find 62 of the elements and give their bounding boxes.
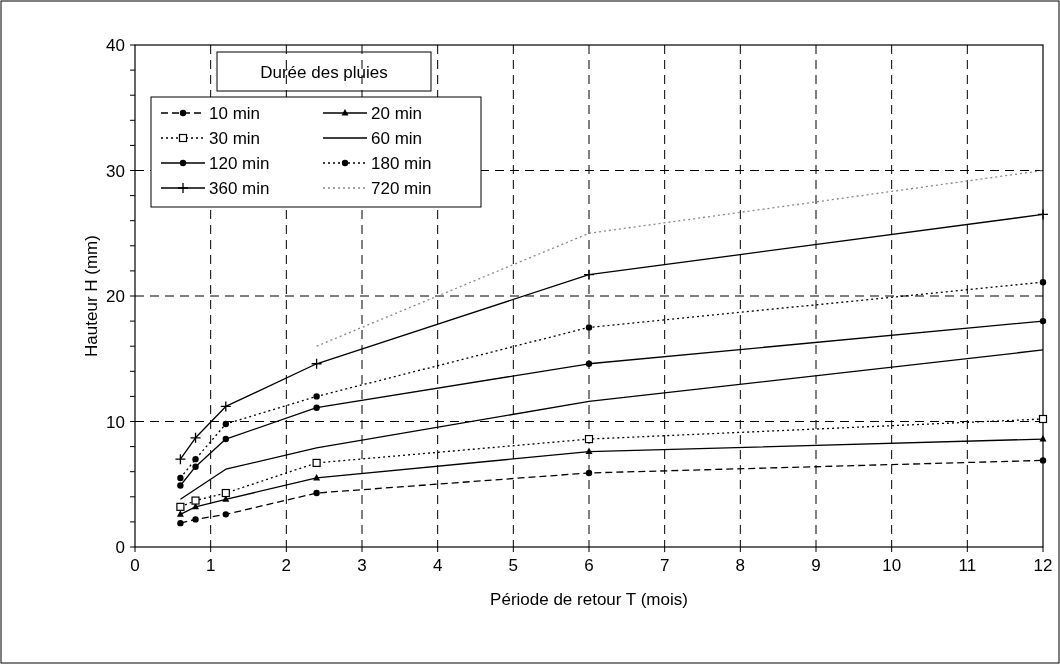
point [222, 511, 229, 518]
point [192, 455, 199, 463]
legend-label: 720 min [371, 179, 432, 198]
legend-title: Durée des pluies [260, 63, 388, 82]
point [312, 458, 321, 468]
legend-label: 10 min [209, 104, 261, 123]
legend-label: 60 min [371, 129, 423, 148]
x-tick-label: 4 [432, 556, 443, 575]
point [585, 324, 593, 331]
x-tick-label: 2 [281, 556, 292, 575]
y-tick-label: 40 [106, 36, 125, 55]
point [585, 447, 593, 455]
y-tick-label: 0 [115, 538, 125, 557]
legend-label: 180 min [371, 154, 432, 173]
y-tick-label: 30 [106, 161, 125, 181]
legend-label: 30 min [209, 129, 261, 148]
point [191, 496, 200, 505]
point [222, 435, 229, 443]
point [584, 434, 594, 444]
y-tick-label: 10 [106, 412, 125, 432]
x-tick-label: 7 [659, 556, 670, 575]
point [220, 400, 232, 413]
point [176, 502, 185, 511]
point [585, 469, 593, 477]
point [189, 432, 202, 444]
x-tick-label: 5 [508, 556, 519, 575]
x-tick-label: 9 [811, 556, 821, 575]
x-tick-label: 3 [357, 556, 367, 575]
point [192, 516, 199, 523]
x-axis-title: Période de retour T (mois) [490, 590, 688, 609]
x-tick-label: 10 [882, 556, 902, 575]
legend-label: 120 min [209, 154, 270, 173]
point [313, 393, 320, 400]
point [192, 463, 199, 470]
point [1039, 435, 1047, 442]
point [313, 404, 320, 411]
y-axis-title: Hauteur H (mm) [82, 235, 101, 357]
point [174, 453, 187, 465]
point [177, 482, 184, 489]
point [1039, 457, 1047, 464]
x-tick-label: 12 [1033, 556, 1053, 575]
point [1038, 414, 1048, 424]
legend-label: 20 min [371, 104, 423, 123]
y-tick-label: 20 [106, 287, 125, 306]
x-tick-label: 11 [958, 556, 977, 575]
x-tick-label: 1 [205, 556, 216, 575]
point [585, 360, 593, 367]
point [176, 510, 184, 517]
point [177, 519, 184, 527]
point [1039, 317, 1047, 325]
x-tick-label: 8 [735, 556, 746, 575]
point [1037, 208, 1049, 221]
point [313, 489, 320, 497]
point [310, 358, 323, 370]
point [177, 474, 184, 482]
point [1039, 279, 1047, 286]
x-tick-label: 0 [130, 556, 140, 575]
legend-label: 360 min [209, 179, 270, 198]
point [583, 269, 595, 281]
x-tick-label: 6 [584, 556, 594, 575]
point [222, 420, 229, 428]
point [221, 488, 230, 498]
